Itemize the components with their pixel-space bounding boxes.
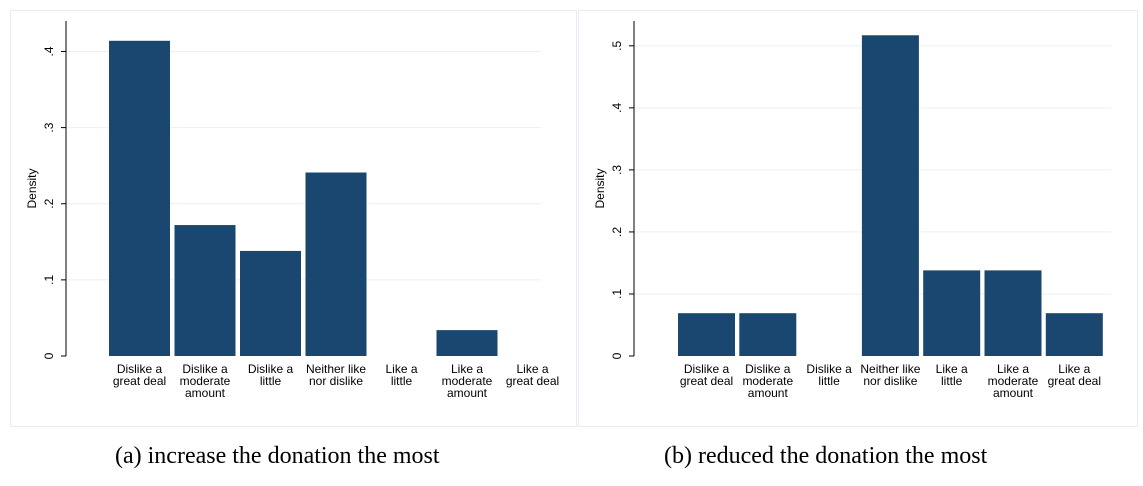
chart-b-ytick-label: .1 [610,289,624,299]
chart-b-ytick-label: .3 [610,165,624,175]
chart-b-category-label: Dislike a great deal [680,362,733,388]
chart-a-ytick-label: 0 [42,352,56,359]
chart-a-bar [436,330,498,356]
chart-b-category-label: Like a great deal [1048,362,1101,388]
chart-b-category-label: Dislike a little [806,362,852,388]
chart-b-ytick-label: .5 [610,40,624,50]
chart-b-category-label: Dislike a moderate amount [742,362,793,400]
chart-b-svg: 0 .1 .2 .3 .4 .5 Density Dislike a great deal Dis… [593,21,1111,400]
chart-panel-a: 0 .1 .2 .3 .4 Density Dislike a great deal Disli… [10,10,577,427]
chart-a-svg: 0 .1 .2 .3 .4 Density Dislike a great deal Disli… [25,21,559,400]
chart-a-category-label: Like a great deal [506,362,559,388]
chart-panel-b: 0 .1 .2 .3 .4 .5 Density Dislike a great deal Dis… [578,10,1138,427]
chart-b-ytick-label: .4 [610,103,624,113]
caption-a: (a) increase the donation the most [115,443,440,469]
chart-a-category-label: Dislike a moderate amount [180,362,231,400]
chart-a-category-label: Neither like nor dislike [306,362,366,388]
chart-b-category-label: Like a little [936,362,968,388]
chart-a-y-axis-label: Density [25,168,39,208]
chart-a-bar [109,40,170,356]
chart-a-bar [305,172,367,356]
chart-b-bar [1045,313,1103,356]
chart-a-category-label: Dislike a great deal [113,362,166,388]
caption-b: (b) reduced the donation the most [664,443,988,469]
chart-a-bar [174,225,236,356]
chart-a-ytick-label: .1 [42,275,56,285]
chart-b-bar [984,270,1042,356]
chart-b-y-axis-label: Density [593,168,607,208]
chart-b-category-label: Like a moderate amount [988,362,1039,400]
chart-a-bar [240,250,301,356]
chart-b-bar [678,313,735,356]
chart-a-ytick-label: .2 [42,198,56,208]
chart-b-bar [739,313,797,356]
chart-a-category-label: Like a little [385,362,417,388]
chart-a-category-label: Dislike a little [248,362,294,388]
chart-b-ytick-label: 0 [610,352,624,359]
chart-a-ytick-label: .4 [42,46,56,56]
chart-b-bar [923,270,981,356]
chart-b-bar [861,35,919,356]
chart-a-category-label: Like a moderate amount [442,362,493,400]
chart-a-ytick-label: .3 [42,122,56,132]
chart-b-category-label: Neither like nor dislike [860,362,920,388]
chart-b-ytick-label: .2 [610,227,624,237]
